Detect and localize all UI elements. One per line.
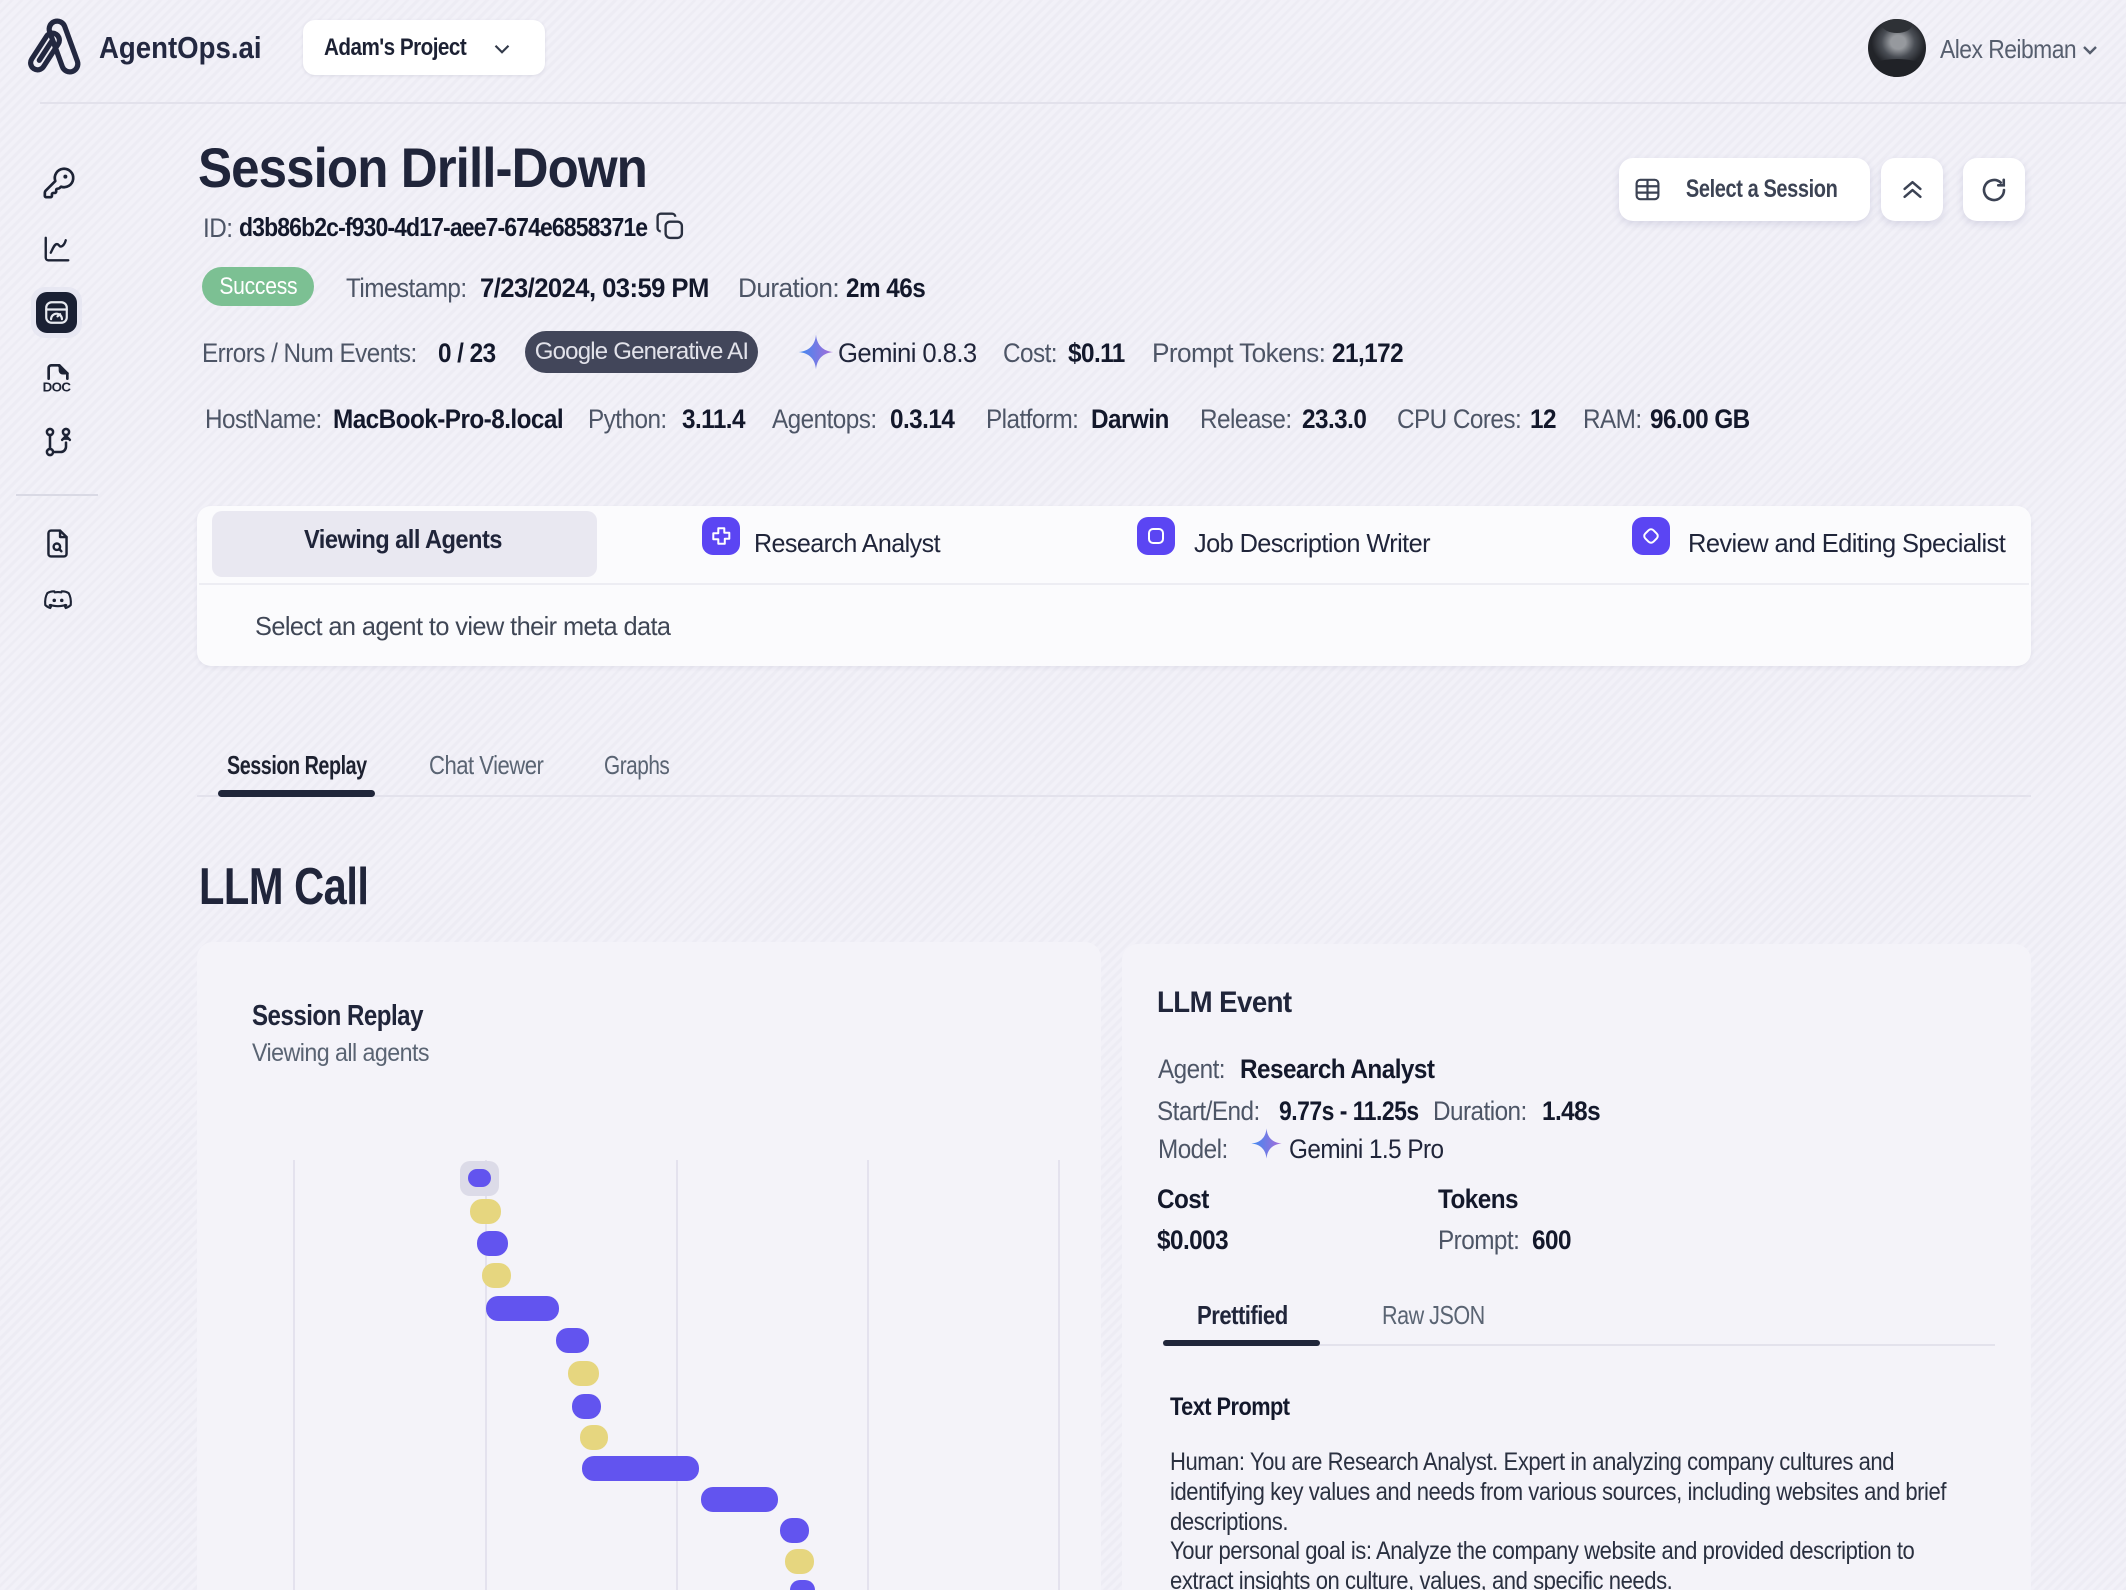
svg-text:DOC: DOC bbox=[43, 379, 72, 394]
